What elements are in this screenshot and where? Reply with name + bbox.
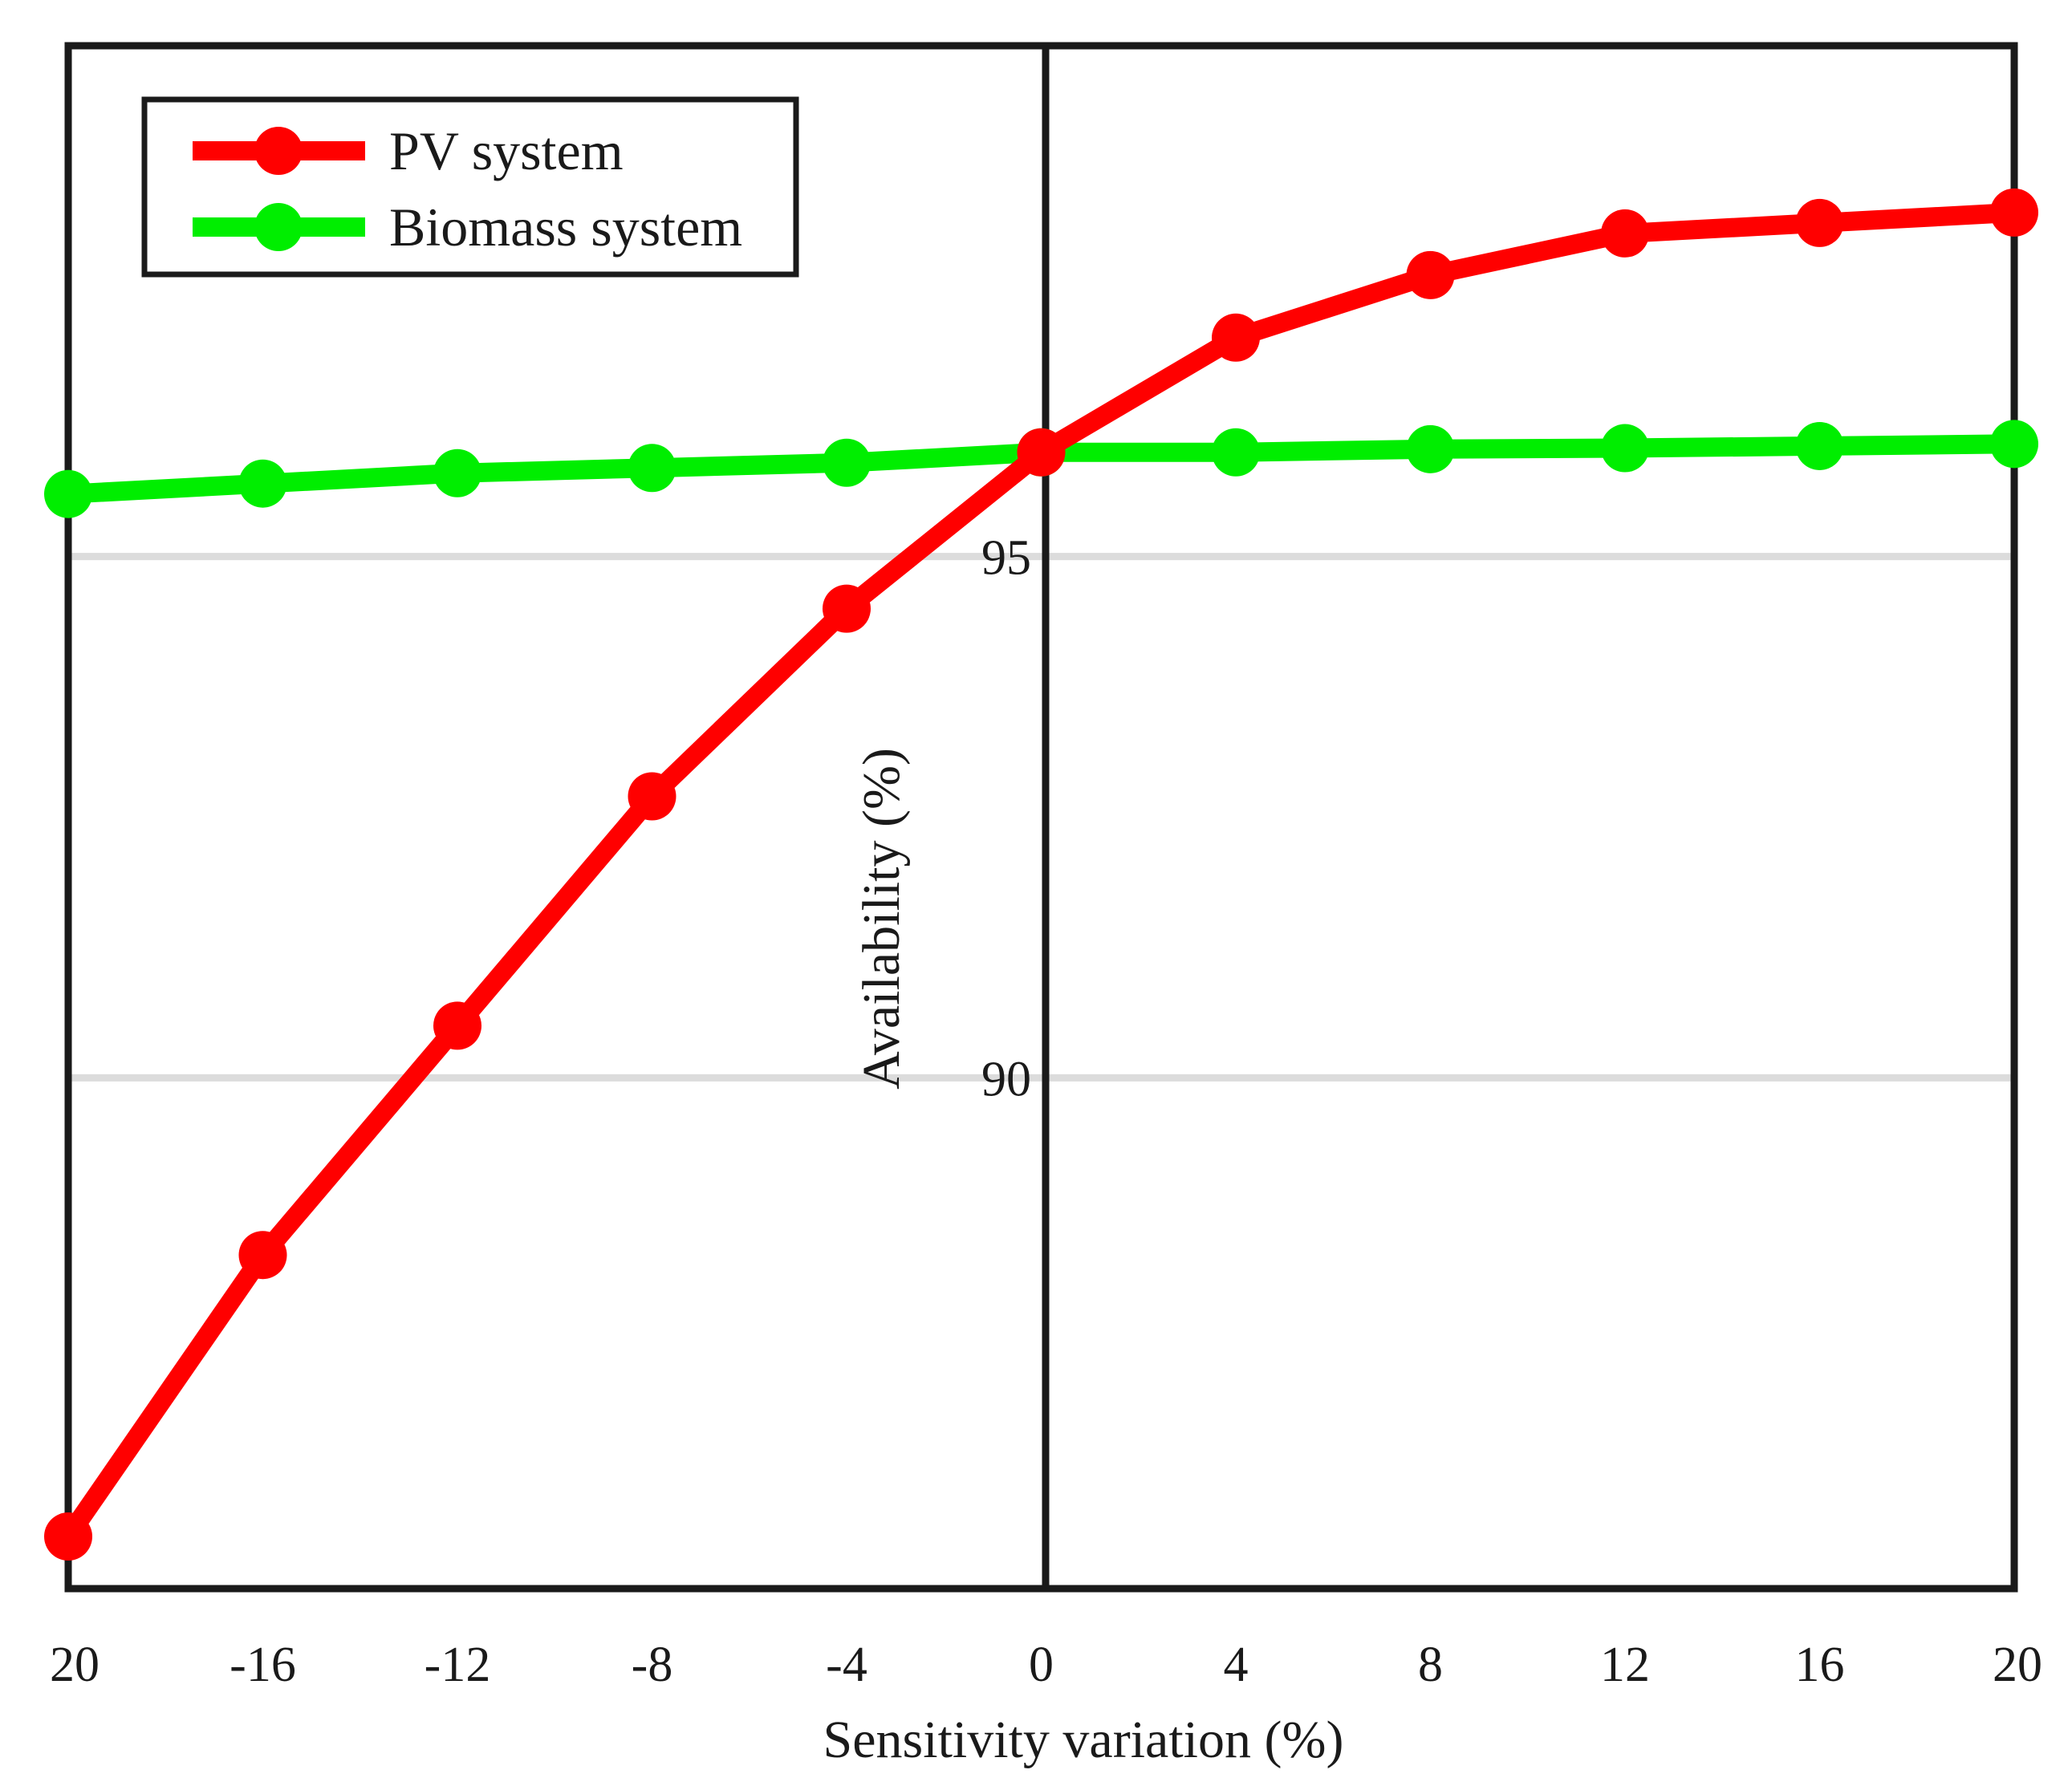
legend-label: PV system xyxy=(389,120,624,181)
legend-swatch-marker xyxy=(254,127,303,175)
legend: PV system Biomass system xyxy=(141,96,799,278)
data-point-biomass-system xyxy=(1601,424,1649,473)
x-tick-label: 20 xyxy=(1993,1638,2042,1692)
plot-frame xyxy=(64,42,2018,1593)
x-tick-label: 4 xyxy=(1224,1638,1249,1692)
data-point-pv-system xyxy=(1990,188,2038,237)
data-point-pv-system xyxy=(433,1001,481,1050)
grid-lines xyxy=(68,553,2014,1082)
series-line-pv-system xyxy=(59,202,2024,1546)
x-tick-labels: 20 -16 -12 -8 -4 0 4 8 12 16 20 xyxy=(50,1638,2042,1692)
x-tick-label: 20 xyxy=(50,1638,100,1692)
y-tick-label: 95 xyxy=(981,531,1031,586)
x-tick-label: -4 xyxy=(826,1638,867,1692)
legend-entry-pv-system: PV system xyxy=(193,120,624,181)
data-point-biomass-system xyxy=(433,449,481,497)
x-tick-label: 12 xyxy=(1600,1638,1650,1692)
legend-box xyxy=(141,96,799,278)
x-axis-title: Sensitivity variation (%) xyxy=(823,1711,1344,1769)
series-pv-system xyxy=(44,188,2038,1561)
y-axis-title: Availability (%) xyxy=(852,748,911,1090)
data-point-biomass-system xyxy=(1795,421,1844,470)
y-tick-label: 90 xyxy=(981,1052,1031,1106)
x-tick-label: -16 xyxy=(230,1638,296,1692)
data-point-biomass-system xyxy=(823,438,871,487)
legend-swatch-marker xyxy=(254,203,303,251)
x-tick-label: -8 xyxy=(632,1638,673,1692)
legend-entry-biomass-system: Biomass system xyxy=(193,197,742,258)
data-point-biomass-system xyxy=(628,444,676,493)
x-tick-label: -12 xyxy=(425,1638,491,1692)
data-point-pv-system xyxy=(44,1512,92,1561)
data-point-biomass-system xyxy=(1212,428,1260,477)
x-tick-label: 0 xyxy=(1029,1638,1054,1692)
data-point-pv-system xyxy=(1212,313,1260,362)
series-layer xyxy=(44,188,2038,1561)
x-tick-label: 16 xyxy=(1795,1638,1845,1692)
data-point-pv-system xyxy=(1406,250,1455,299)
data-point-pv-system xyxy=(238,1231,287,1280)
y-tick-labels: 90 95 xyxy=(981,531,1031,1107)
data-point-pv-system xyxy=(1017,428,1066,477)
data-point-biomass-system xyxy=(238,459,287,508)
data-point-pv-system xyxy=(823,584,871,633)
data-point-biomass-system xyxy=(44,469,92,518)
data-point-pv-system xyxy=(1601,209,1649,258)
x-tick-label: 8 xyxy=(1418,1638,1443,1692)
legend-label: Biomass system xyxy=(389,197,742,258)
data-point-biomass-system xyxy=(1990,420,2038,469)
data-point-pv-system xyxy=(628,772,676,821)
data-point-biomass-system xyxy=(1406,424,1455,473)
legend-entries: PV system Biomass system xyxy=(193,120,742,258)
data-point-pv-system xyxy=(1795,198,1844,247)
